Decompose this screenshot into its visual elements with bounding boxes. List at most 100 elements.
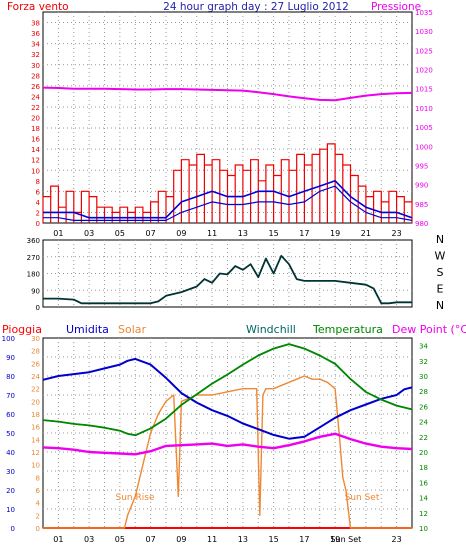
x-tick-label: 19 [330, 229, 340, 238]
solar-tick: 16 [31, 424, 40, 432]
pressure-tick: 1025 [415, 47, 433, 55]
wind-tick: 14 [31, 146, 40, 154]
solar-tick: 20 [31, 398, 40, 406]
wind-avg-series [43, 185, 413, 221]
solar-tick: 24 [31, 373, 40, 381]
pressure-tick: 1030 [415, 28, 433, 36]
sun-set-annotation: Sun Set [345, 493, 380, 503]
panel1-hour-ticks: 01 03 05 07 09 11 13 15 17 19 21 23 [53, 229, 401, 238]
pressure-tick: 1005 [415, 124, 433, 132]
wind-pressure-series [42, 86, 413, 223]
label-temperature: Temperatura [312, 323, 383, 336]
humidity-tick: 70 [6, 392, 15, 400]
wind-tick: 24 [31, 93, 40, 101]
x-tick-label: 01 [53, 229, 63, 238]
label-rain: Pioggia [2, 323, 42, 336]
temp-humidity-grid [43, 338, 412, 528]
solar-tick: 30 [31, 335, 40, 343]
x-tick-label: 17 [299, 229, 309, 238]
x-tick-label: 23 [392, 229, 402, 238]
x-tick-label: 17 [299, 535, 309, 544]
x-tick-label: 13 [238, 535, 248, 544]
sun-rise-annotation: Sun Rise [116, 493, 155, 503]
pressure-ticks: 980 985 990 995 1000 1005 1010 1015 1020 1025 1030… [415, 9, 433, 228]
label-windchill: Windchill [246, 323, 296, 336]
solar-tick: 8 [36, 474, 40, 482]
wind-tick: 34 [31, 41, 40, 49]
wind-tick: 10 [31, 167, 40, 175]
label-solar: Solar [118, 323, 147, 336]
x-tick-label: 13 [238, 229, 248, 238]
direction-tick: 270 [27, 254, 40, 262]
compass-letter: W [435, 250, 446, 263]
humidity-tick: 30 [6, 468, 15, 476]
temperature-tick: 12 [419, 510, 428, 518]
x-tick-label: 11 [207, 229, 217, 238]
temperature-tick: 18 [419, 464, 428, 472]
pressure-tick: 1010 [415, 105, 433, 113]
temperature-tick: 30 [419, 373, 428, 381]
direction-tick: 90 [31, 287, 40, 295]
solar-tick: 26 [31, 360, 40, 368]
humidity-tick: 100 [2, 335, 15, 343]
temperature-tick: 34 [419, 343, 428, 351]
temp-humidity-series [42, 343, 413, 529]
sunset-x-label: Sun Set [330, 535, 361, 544]
x-tick-label: 21 [361, 229, 371, 238]
temperature-series [42, 343, 413, 437]
wind-tick: 36 [31, 30, 40, 38]
humidity-tick: 90 [6, 354, 15, 362]
label-dewpoint: Dew Point (°C) [392, 323, 466, 336]
label-humidity: Umidita [66, 323, 109, 336]
solar-tick: 4 [36, 500, 41, 508]
x-tick-label: 09 [176, 229, 186, 238]
x-tick-label: 05 [115, 229, 125, 238]
wind-tick: 28 [31, 72, 40, 80]
humidity-tick: 50 [6, 430, 15, 438]
solar-tick: 2 [36, 512, 40, 520]
x-tick-label: 03 [84, 229, 94, 238]
temperature-tick: 10 [419, 525, 428, 533]
temperature-tick: 32 [419, 358, 428, 366]
wind-tick: 26 [31, 83, 40, 91]
solar-tick: 12 [31, 449, 40, 457]
direction-tick: 0 [36, 304, 40, 312]
compass-letter: S [437, 266, 444, 279]
compass-letter: E [437, 283, 444, 296]
temperature-tick: 22 [419, 434, 428, 442]
x-tick-label: 07 [146, 229, 156, 238]
solar-tick: 0 [36, 525, 40, 533]
pressure-tick: 985 [415, 201, 428, 209]
temperature-tick: 24 [419, 419, 428, 427]
humidity-tick: 20 [6, 487, 15, 495]
wind-series [43, 180, 413, 219]
wind-tick: 16 [31, 136, 40, 144]
direction-tick: 180 [27, 271, 40, 279]
solar-tick: 22 [31, 386, 40, 394]
solar-tick: 14 [31, 436, 40, 444]
x-tick-label: 07 [146, 535, 156, 544]
direction-tick: 360 [27, 237, 40, 245]
humidity-ticks: 0 10 20 30 40 50 60 70 80 90 100 [2, 335, 15, 533]
wind-tick: 8 [36, 178, 40, 186]
temperature-tick: 14 [419, 495, 428, 503]
wind-tick: 0 [36, 220, 40, 228]
pressure-axis-label: Pressione [371, 1, 421, 13]
temperature-tick: 20 [419, 449, 428, 457]
chart-title: 24 hour graph day : 27 Luglio 2012 [163, 1, 349, 13]
temperature-tick: 28 [419, 388, 428, 396]
x-tick-label: 11 [207, 535, 217, 544]
wind-tick: 22 [31, 104, 40, 112]
x-tick-label: 19 [330, 535, 340, 544]
direction-degree-ticks: 0 90 180 270 360 [27, 237, 40, 312]
solar-tick: 6 [36, 487, 41, 495]
humidity-tick: 60 [6, 411, 15, 419]
